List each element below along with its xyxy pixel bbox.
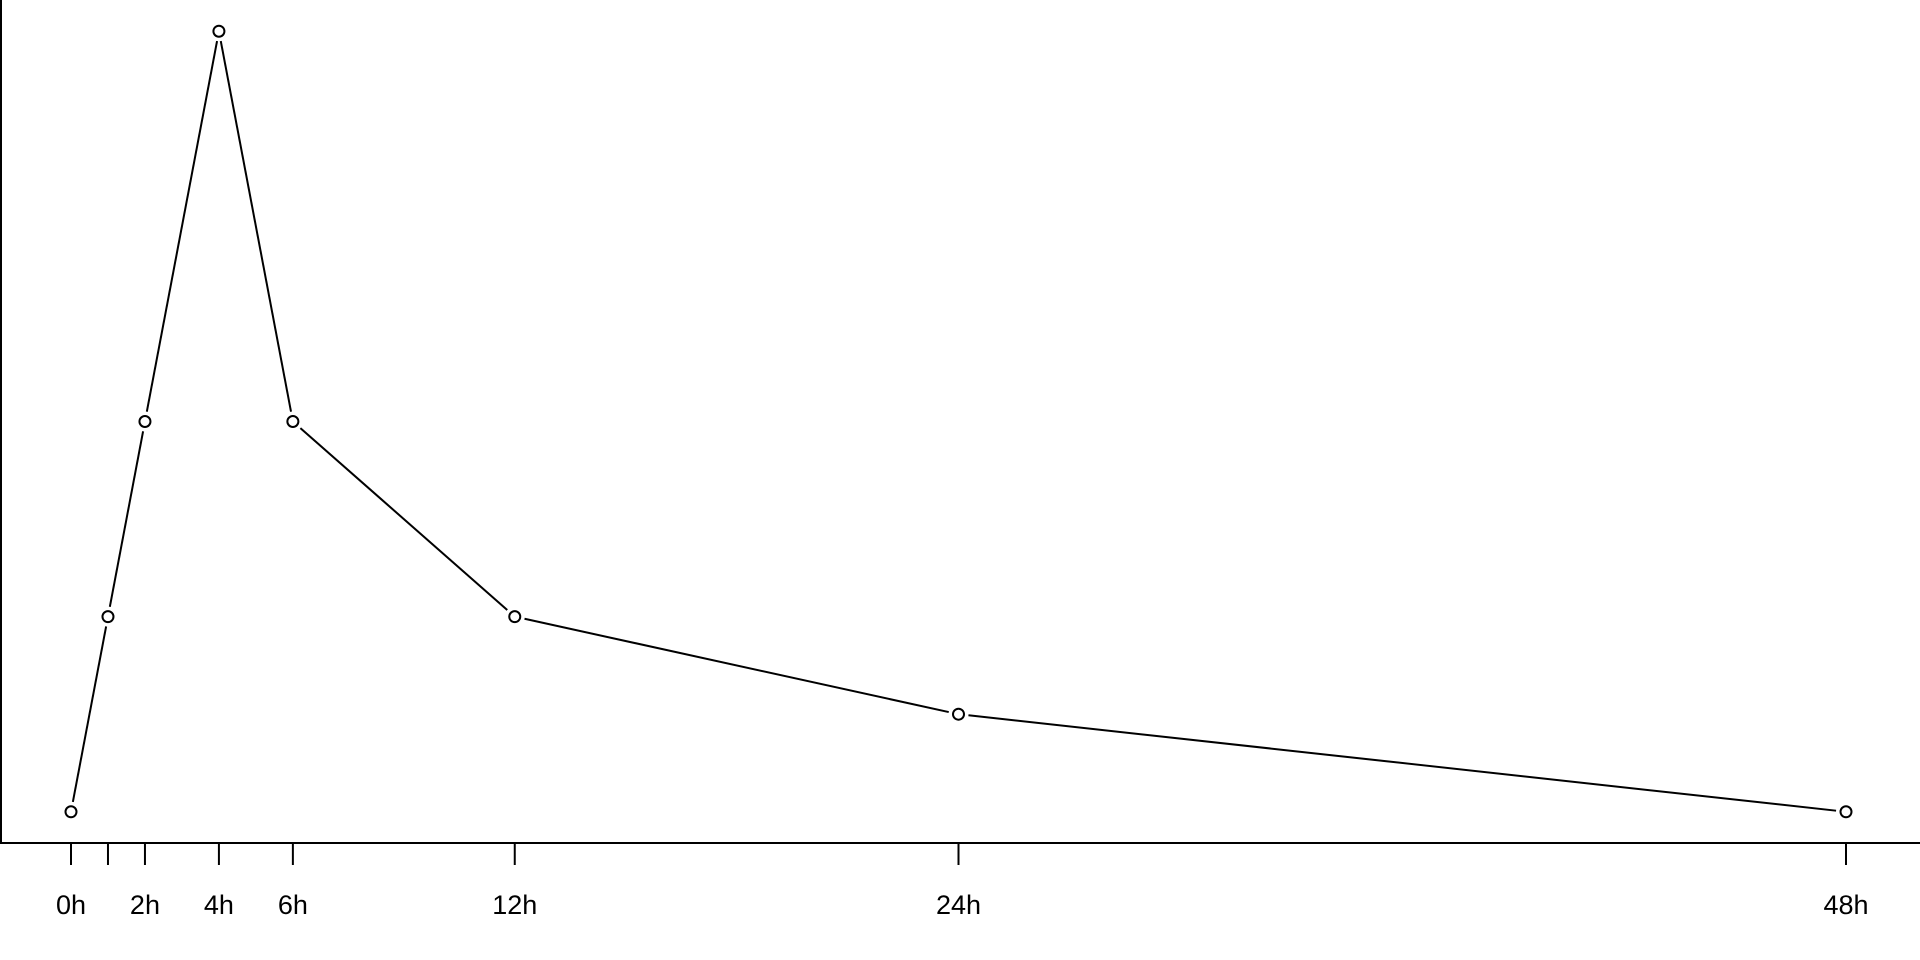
data-point xyxy=(101,610,115,624)
data-point xyxy=(1839,805,1853,819)
data-point xyxy=(508,610,522,624)
series-line-segment xyxy=(145,40,219,412)
x-tick-label: 6h xyxy=(278,890,308,920)
data-point xyxy=(138,415,152,428)
data-point xyxy=(952,707,965,721)
x-tick-label: 12h xyxy=(492,890,537,920)
x-tick-label: 48h xyxy=(1823,890,1868,920)
series-line-segment xyxy=(299,427,508,611)
x-tick-label: 0h xyxy=(56,890,86,920)
x-tick-label: 2h xyxy=(130,890,160,920)
series-line-segment xyxy=(108,431,145,607)
data-point xyxy=(212,24,226,38)
series-line-segment xyxy=(968,714,1837,812)
data-point xyxy=(64,805,78,819)
x-tick-label: 4h xyxy=(204,890,234,920)
series-line-segment xyxy=(219,40,292,412)
series-line-segment xyxy=(71,626,108,803)
series-line-segment xyxy=(524,617,949,714)
x-tick-label: 24h xyxy=(936,890,981,920)
data-point xyxy=(286,415,300,428)
